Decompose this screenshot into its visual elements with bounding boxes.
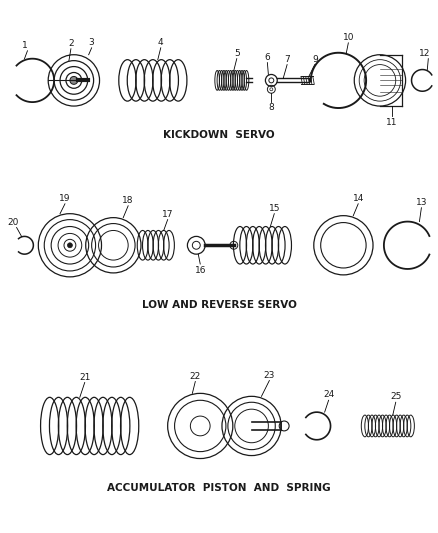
Text: 10: 10 (343, 33, 354, 42)
Text: 18: 18 (122, 196, 134, 205)
Text: 5: 5 (234, 49, 240, 58)
Text: 6: 6 (265, 53, 270, 62)
Text: 24: 24 (323, 390, 334, 399)
Text: 7: 7 (284, 54, 290, 63)
Text: 8: 8 (268, 103, 274, 112)
Text: 22: 22 (190, 372, 201, 381)
Text: 12: 12 (419, 49, 430, 58)
Text: 21: 21 (79, 373, 90, 382)
Text: 16: 16 (194, 266, 206, 275)
Text: 14: 14 (353, 194, 364, 203)
Text: 15: 15 (268, 204, 280, 213)
Text: LOW AND REVERSE SERVO: LOW AND REVERSE SERVO (141, 300, 297, 310)
Circle shape (67, 243, 72, 248)
Text: 11: 11 (386, 118, 398, 127)
Text: 3: 3 (89, 38, 95, 47)
Text: 2: 2 (68, 39, 74, 48)
Text: 17: 17 (162, 209, 173, 219)
Text: 9: 9 (312, 54, 318, 63)
Text: 25: 25 (390, 392, 401, 401)
Text: ACCUMULATOR  PISTON  AND  SPRING: ACCUMULATOR PISTON AND SPRING (107, 483, 331, 493)
Text: 13: 13 (416, 198, 427, 207)
Text: 19: 19 (59, 194, 71, 203)
Text: 1: 1 (21, 41, 27, 50)
Circle shape (70, 76, 78, 84)
Text: 20: 20 (7, 217, 18, 227)
Text: 4: 4 (158, 38, 163, 47)
Text: KICKDOWN  SERVO: KICKDOWN SERVO (163, 130, 275, 140)
Text: 23: 23 (264, 370, 275, 379)
